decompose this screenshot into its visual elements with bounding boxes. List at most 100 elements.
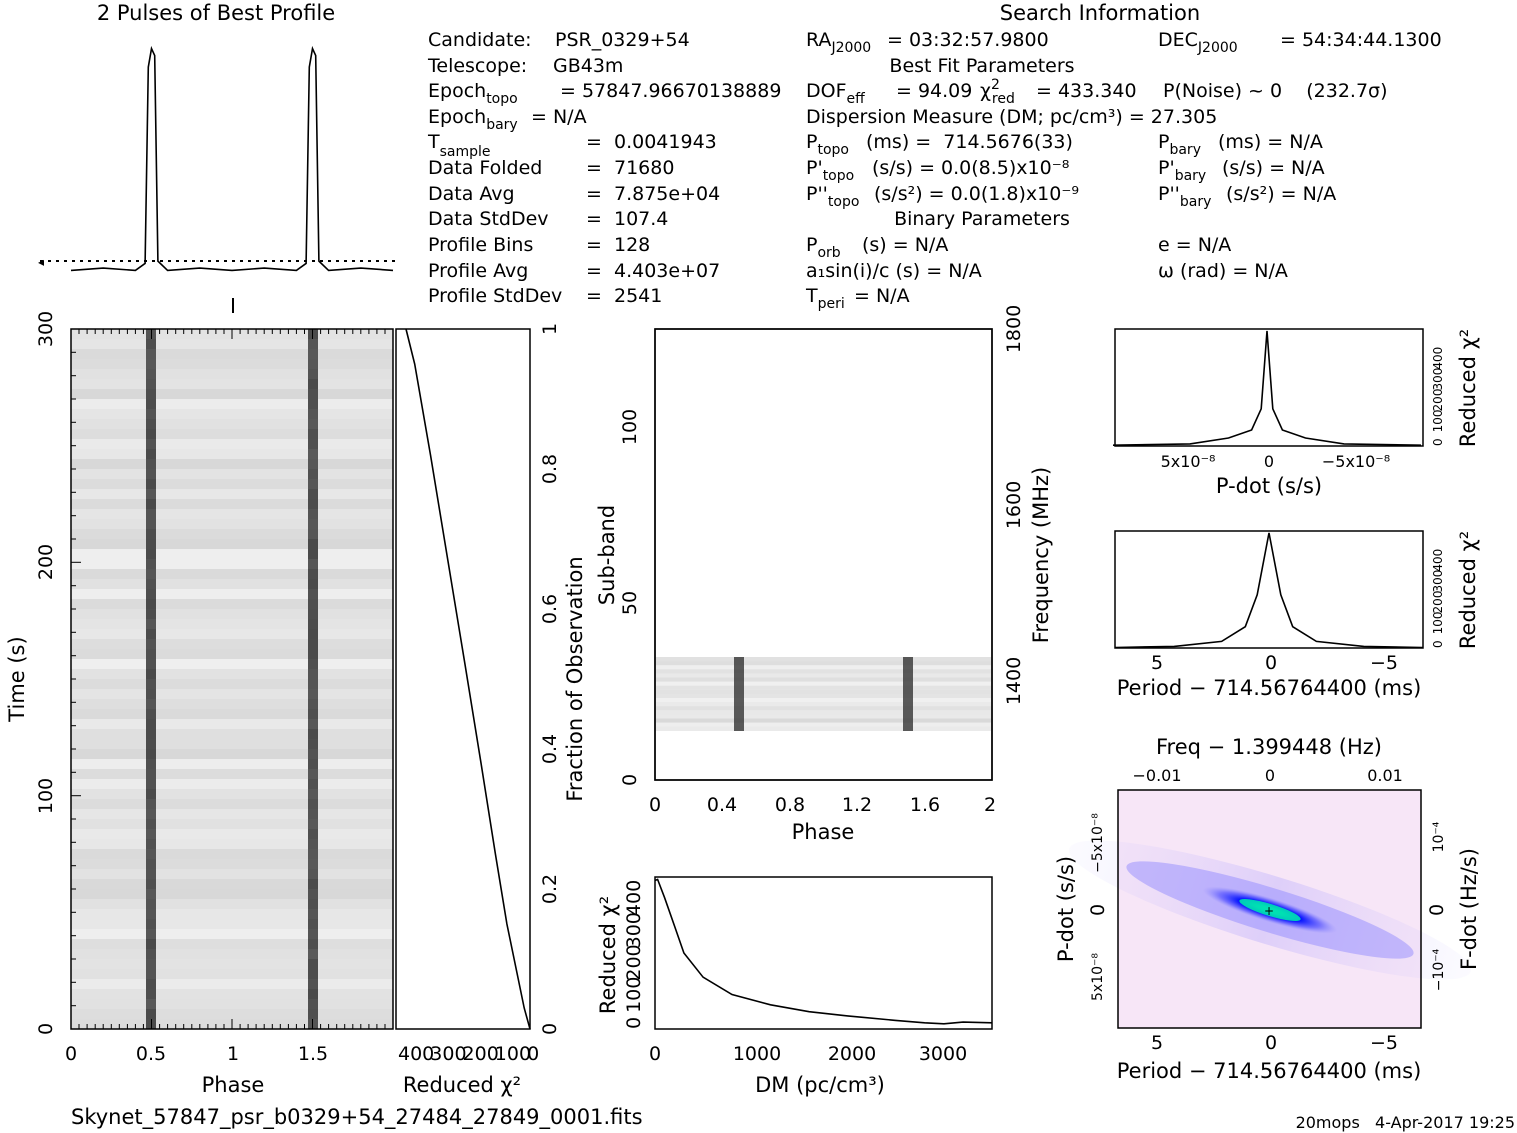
dec-label: DECJ2000 (1158, 29, 1238, 56)
ppd-xtick-0: 5 (1151, 1032, 1163, 1054)
sb-ytick-0: 0 (619, 774, 641, 786)
pd-xtick-1: 0 (1264, 452, 1274, 471)
tsample-label: Tsample (427, 131, 491, 160)
profile-panel: ◂ (38, 45, 395, 313)
sb-y2tick-1: 1600 (1003, 481, 1025, 529)
telescope-value: GB43m (553, 55, 623, 77)
epoch-bary-value: = N/A (531, 106, 587, 128)
sb-y2tick-2: 1800 (1003, 305, 1025, 353)
sb-xlabel: Phase (792, 820, 855, 844)
candidate-value: PSR_0329+54 (555, 29, 690, 51)
pnoise-value: P(Noise) ~ 0 (232.7σ) (1163, 80, 1388, 102)
tp-xtick-0: 0 (65, 1043, 77, 1065)
tp-xtick-2: 1 (227, 1043, 239, 1065)
profile-avg-label: Profile Avg (428, 260, 528, 282)
ra-value: = 03:32:57.9800 (887, 29, 1049, 51)
binary-title: Binary Parameters (894, 208, 1070, 230)
cf-ylabel: Fraction of Observation (563, 556, 587, 801)
tperi-label: Tperi (805, 285, 845, 312)
pddot-bary-value: (s/s²) = N/A (1226, 183, 1336, 205)
dm-ytick-labels: 0100200300400 (623, 880, 645, 1029)
baseline-marker: ◂ (38, 255, 44, 269)
sb-ylabel: Sub-band (595, 505, 619, 605)
pdot-bary-value: (s/s) = N/A (1222, 157, 1325, 179)
telescope-label: Telescope: (427, 55, 527, 77)
profile-avg-value: = 4.403e+07 (586, 260, 720, 282)
pdot-topo-label: P'topo (806, 157, 854, 184)
ppdot-panel: Freq − 1.399448 (Hz) −0.01 0 0.01 + 5 0 … (1054, 735, 1481, 1083)
dm-ylabel: Reduced χ² (596, 896, 620, 1014)
sb-y2tick-0: 1400 (1003, 657, 1025, 705)
cf-ytick-3: 0.6 (539, 594, 561, 624)
pddot-topo-label: P''topo (806, 183, 859, 210)
pd-xtick-0: 5x10⁻⁸ (1161, 452, 1216, 471)
data-folded-label: Data Folded (428, 157, 542, 179)
ppd-x2tick-1: 0 (1265, 766, 1275, 785)
ppd-y2tick-1: 0 (1426, 904, 1448, 916)
pd-xtick-2: −5x10⁻⁸ (1322, 452, 1390, 471)
ppd-y2tick-2: −10⁻⁴ (1431, 948, 1447, 991)
tsample-value: = 0.0041943 (586, 131, 717, 153)
profile-stddev-label: Profile StdDev (428, 285, 562, 307)
cf-ytick-5: 1 (539, 323, 561, 335)
profile-bins-value: = 128 (586, 234, 650, 256)
ppd-xlabel: Period − 714.56764400 (ms) (1117, 1059, 1422, 1083)
tp-ylabel: Time (s) (5, 636, 29, 722)
candidate-label: Candidate: (428, 29, 532, 51)
dm-xtick-2: 2000 (828, 1043, 876, 1065)
dof-value: = 94.09 (896, 80, 972, 102)
sb-xtick-3: 1.2 (842, 794, 872, 816)
profile-stddev-value: = 2541 (586, 285, 662, 307)
cf-ytick-0: 0 (539, 1023, 561, 1035)
per-xtick-2: −5 (1370, 652, 1398, 674)
sb-ytick-2: 100 (619, 409, 641, 445)
tp-ytick-0: 0 (35, 1023, 57, 1035)
tp-xtick-3: 1.5 (298, 1043, 328, 1065)
profile-line (70, 45, 394, 272)
chi2-fraction-panel: 4003002001000 Reduced χ² 0 0.2 0.4 0.6 0… (395, 323, 587, 1097)
dof-label: DOFeff (806, 80, 865, 107)
pdot-topo-value: (s/s) = 0.0(8.5)x10⁻⁸ (872, 157, 1069, 179)
time-phase-panel: 0 0.5 1 1.5 Phase 0 100 200 300 Time (s) (5, 311, 394, 1097)
subband-panel: 0 0.4 0.8 1.2 1.6 2 Phase 0 50 100 Sub-b… (595, 305, 1053, 844)
dm-xtick-1: 1000 (733, 1043, 781, 1065)
dm-curve-line (654, 878, 993, 1025)
chi2-fraction-line (405, 328, 531, 1030)
ra-label: RAJ2000 (806, 29, 871, 56)
period-panel: 5 0 −5 Period − 714.56764400 (ms) 010020… (1114, 530, 1480, 700)
pddot-topo-value: (s/s²) = 0.0(1.8)x10⁻⁹ (874, 183, 1079, 205)
dm-line: Dispersion Measure (DM; pc/cm³) = 27.305 (806, 106, 1217, 128)
a1sini-value: a₁sin(i)/c (s) = N/A (806, 260, 982, 282)
footer-stamp: 20mops 4-Apr-2017 19:25 (1296, 1113, 1515, 1132)
ecc-value: e = N/A (1158, 234, 1231, 256)
period-curve-line (1114, 532, 1424, 649)
pbary-label: Pbary (1158, 131, 1201, 158)
cf-ytick-1: 0.2 (539, 874, 561, 904)
ppd-x2label: Freq − 1.399448 (Hz) (1156, 735, 1382, 759)
tp-xlabel: Phase (202, 1073, 265, 1097)
best-fit-marker: + (1264, 904, 1274, 918)
ppd-ytick-0: 5x10⁻⁸ (1090, 953, 1106, 1001)
chi2red-value: = 433.340 (1036, 80, 1137, 102)
sb-xtick-0: 0 (649, 794, 661, 816)
ppd-ylabel: P-dot (s/s) (1054, 856, 1078, 962)
sb-ytick-1: 50 (619, 591, 641, 615)
omega-value: ω (rad) = N/A (1158, 260, 1288, 282)
sb-xtick-2: 0.8 (775, 794, 805, 816)
per-xtick-0: 5 (1151, 652, 1163, 674)
sb-xtick-5: 2 (984, 794, 996, 816)
profile-bins-label: Profile Bins (428, 234, 533, 256)
cf-xlabel: Reduced χ² (403, 1073, 521, 1097)
pd-ytick-labels: 0100200300400 (1431, 347, 1445, 446)
footer-filename: Skynet_57847_psr_b0329+54_27484_27849_00… (71, 1105, 643, 1130)
tp-xtick-1: 0.5 (136, 1043, 166, 1065)
sb-xtick-1: 0.4 (707, 794, 737, 816)
dec-value: = 54:34:44.1300 (1280, 29, 1442, 51)
epoch-topo-label: Epochtopo (428, 80, 518, 107)
porb-value: (s) = N/A (862, 234, 948, 256)
data-folded-value: = 71680 (586, 157, 674, 179)
cf-ytick-2: 0.4 (539, 734, 561, 764)
ptopo-label: Ptopo (806, 131, 849, 158)
info-middle: RAJ2000 = 03:32:57.9800 Best Fit Paramet… (805, 29, 1388, 312)
data-avg-value: = 7.875e+04 (586, 183, 720, 205)
